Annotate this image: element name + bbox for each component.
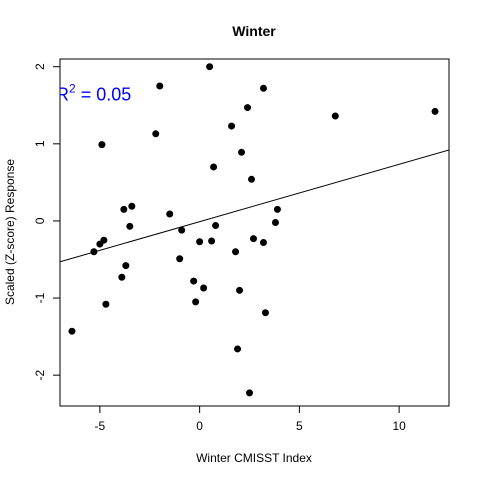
data-point [120, 205, 128, 213]
y-axis-label: Scaled (Z-score) Response [3, 159, 17, 305]
data-point [212, 222, 220, 230]
y-tick-label: 0 [33, 217, 47, 224]
data-point [176, 255, 184, 263]
data-point [102, 300, 110, 308]
x-axis: -5 0 5 10 [95, 406, 406, 433]
y-tick-label: 1 [33, 140, 47, 147]
x-tick-label: 5 [296, 419, 303, 433]
y-tick-label: -2 [33, 369, 47, 380]
data-point [210, 163, 218, 171]
data-point [246, 389, 254, 397]
x-tick-label: 10 [392, 419, 406, 433]
data-point [90, 248, 98, 256]
data-point [232, 248, 240, 256]
data-point [238, 148, 246, 156]
x-tick-label: -5 [95, 419, 106, 433]
data-point [331, 112, 339, 120]
data-point [250, 235, 258, 243]
data-point [206, 63, 214, 71]
data-point [271, 218, 279, 226]
data-point [100, 236, 108, 244]
data-point [261, 309, 269, 317]
r-squared-prefix: R [56, 85, 69, 105]
data-point [200, 284, 208, 292]
data-point [208, 237, 216, 245]
x-axis-label: Winter CMISST Index [196, 451, 312, 465]
data-point [68, 327, 76, 335]
r-squared-superscript: 2 [69, 82, 76, 96]
data-point [196, 238, 204, 246]
data-point [273, 205, 281, 213]
data-point [234, 345, 242, 353]
data-point [244, 104, 252, 112]
data-points [68, 63, 439, 397]
data-point [192, 298, 200, 306]
data-point [166, 210, 174, 218]
plot-area: R2 = 0.05 [56, 63, 449, 397]
x-tick-label: 0 [196, 419, 203, 433]
r-squared-annotation: R2 = 0.05 [56, 82, 131, 105]
data-point [118, 273, 126, 281]
data-point [228, 122, 236, 130]
data-point [178, 226, 186, 234]
data-point [190, 277, 198, 285]
data-point [431, 107, 439, 115]
r-squared-value: = 0.05 [76, 85, 132, 105]
data-point [152, 130, 160, 138]
data-point [259, 84, 267, 92]
y-tick-label: -1 [33, 292, 47, 303]
data-point [248, 175, 256, 183]
chart-title: Winter [232, 23, 276, 39]
y-axis: -2 -1 0 1 2 [33, 63, 60, 380]
data-point [259, 239, 267, 247]
plot-frame [59, 58, 450, 407]
y-tick-label: 2 [33, 63, 47, 70]
data-point [98, 141, 106, 149]
data-point [236, 286, 244, 294]
data-point [126, 222, 134, 230]
data-point [128, 202, 136, 210]
regression-line [60, 149, 449, 263]
data-point [156, 82, 164, 90]
data-point [122, 262, 130, 270]
